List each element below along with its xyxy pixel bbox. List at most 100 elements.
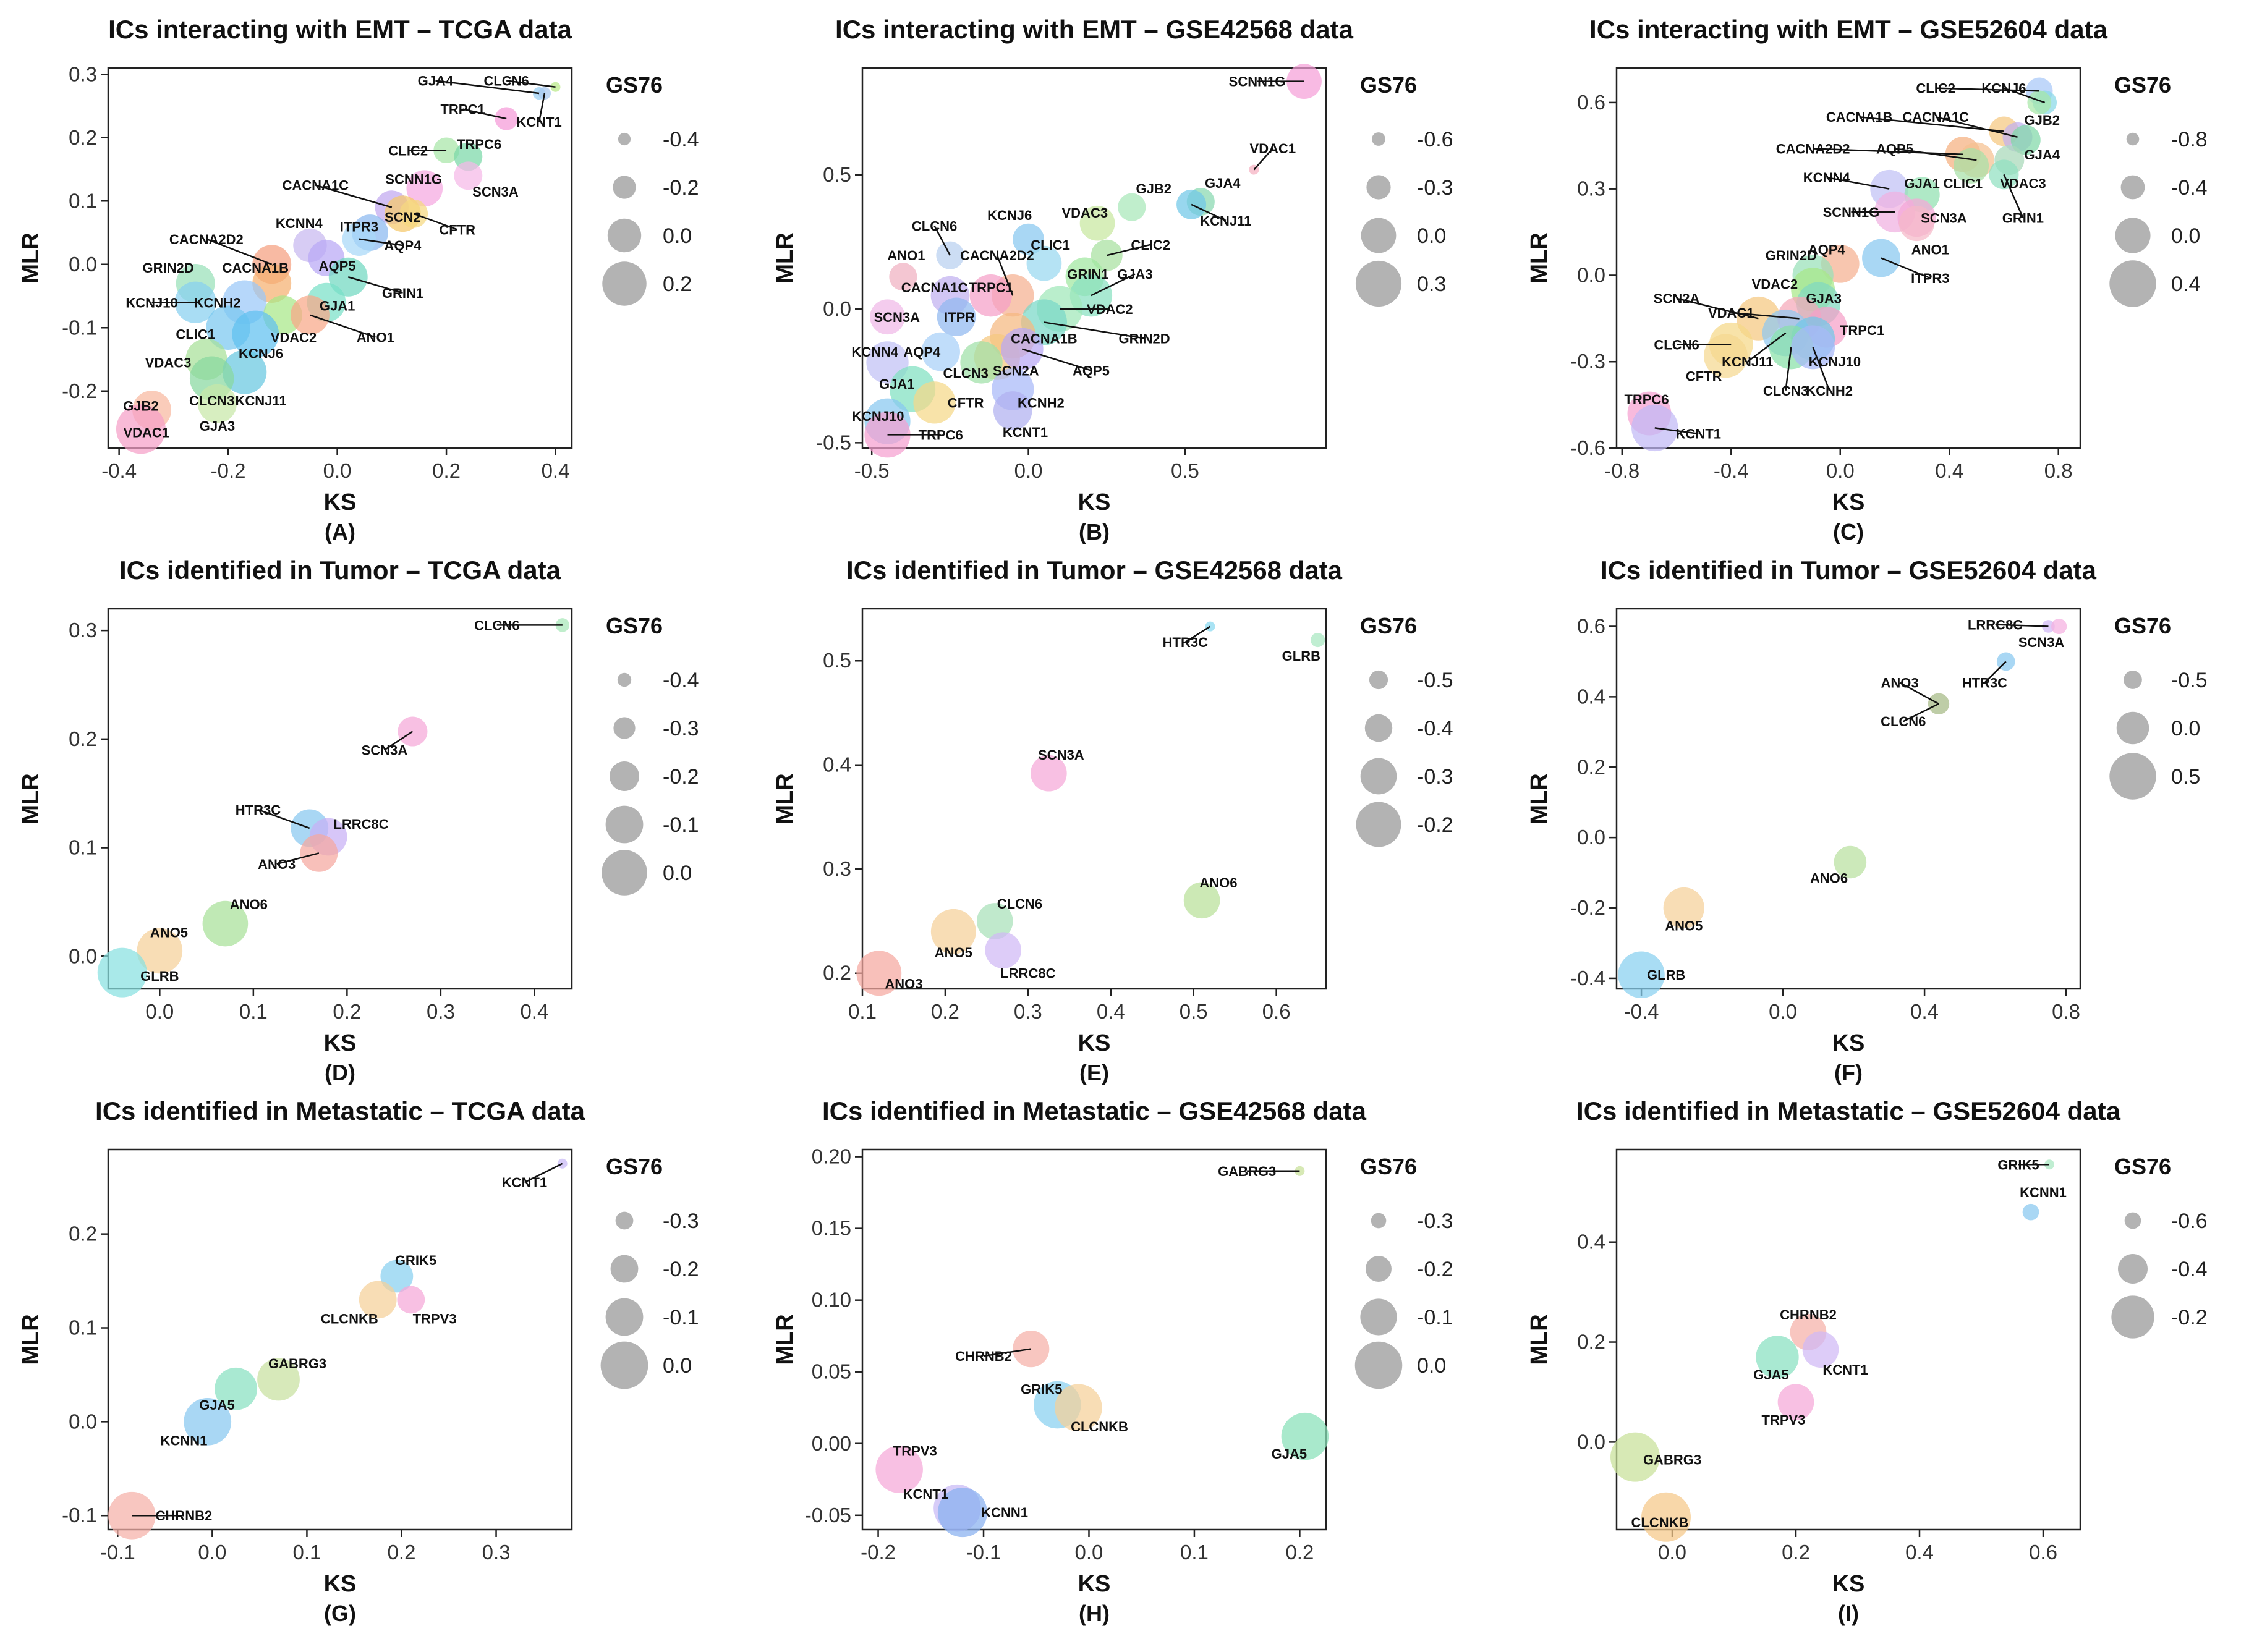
label-connector bbox=[1106, 244, 1151, 256]
legend-label: -0.2 bbox=[663, 765, 699, 789]
x-tick-label: 0.1 bbox=[848, 1000, 877, 1023]
data-point bbox=[1031, 755, 1067, 792]
panel-title: ICs identified in Tumor – GSE52604 data bbox=[1601, 556, 2097, 585]
label-connector bbox=[1044, 321, 1145, 339]
data-point bbox=[359, 1281, 397, 1319]
x-tick-label: -0.1 bbox=[100, 1541, 135, 1564]
panel-title: ICs interacting with EMT – GSE42568 data bbox=[835, 15, 1354, 44]
point-label: CLCN6 bbox=[912, 219, 957, 234]
label-connector bbox=[1826, 176, 1890, 190]
panel-i: ICs identified in Metastatic – GSE52604 … bbox=[1526, 1096, 2208, 1626]
legend-label: 0.0 bbox=[663, 862, 692, 885]
point-label: ANO6 bbox=[1810, 871, 1848, 886]
data-point bbox=[1898, 206, 1934, 242]
point-label: TRPC6 bbox=[919, 427, 963, 443]
legend-label: 0.5 bbox=[2171, 765, 2200, 789]
point-label: TRPC1 bbox=[969, 280, 1013, 295]
panel-title: ICs identified in Metastatic – TCGA data bbox=[95, 1096, 585, 1125]
legend-swatch bbox=[1366, 175, 1391, 200]
point-label: KCNJ11 bbox=[1722, 354, 1773, 370]
point-label: KCNT1 bbox=[903, 1486, 948, 1502]
y-tick-label: -0.1 bbox=[62, 1504, 97, 1527]
legend-swatch bbox=[2120, 175, 2145, 200]
plot-area bbox=[1615, 1148, 2081, 1531]
legend-label: 0.0 bbox=[1417, 224, 1446, 248]
y-tick-label: 0.00 bbox=[812, 1432, 851, 1455]
panel-sublabel: (G) bbox=[324, 1601, 356, 1626]
data-point bbox=[937, 1488, 987, 1538]
data-point bbox=[97, 947, 147, 998]
point-label: AQP4 bbox=[1808, 242, 1846, 258]
point-label: HTR3C bbox=[236, 802, 281, 818]
y-tick-label: -0.2 bbox=[1570, 896, 1605, 919]
y-tick-label: -0.05 bbox=[805, 1504, 851, 1527]
y-tick-label: 0.4 bbox=[823, 753, 851, 776]
point-label: KCNJ6 bbox=[1981, 81, 2026, 96]
data-point bbox=[1928, 693, 1950, 714]
y-tick-label: -0.5 bbox=[816, 431, 851, 454]
y-axis-label: MLR bbox=[18, 773, 44, 824]
label-connector bbox=[1091, 273, 1136, 297]
y-tick-label: 0.2 bbox=[69, 126, 97, 149]
point-label: TRPV3 bbox=[893, 1443, 937, 1459]
point-label: GRIN1 bbox=[2002, 210, 2044, 226]
label-connector bbox=[347, 276, 403, 294]
point-label: CACNA1C bbox=[1902, 109, 1969, 125]
data-point bbox=[184, 1397, 232, 1446]
point-label: GRIK5 bbox=[395, 1253, 436, 1268]
legend-label: -0.4 bbox=[663, 128, 699, 151]
point-label: GABRG3 bbox=[1643, 1452, 1701, 1468]
y-tick-label: 0.2 bbox=[1577, 755, 1605, 778]
point-label: GRIN2D bbox=[1119, 331, 1170, 346]
point-label: TRPV3 bbox=[1762, 1412, 1806, 1428]
point-label: KCNH2 bbox=[1018, 395, 1065, 410]
point-label: TRPC6 bbox=[1624, 392, 1669, 407]
label-connector bbox=[384, 731, 414, 751]
x-axis-label: KS bbox=[1078, 489, 1111, 515]
label-connector bbox=[506, 80, 556, 88]
y-tick-label: 0.5 bbox=[823, 649, 851, 672]
point-label: GABRG3 bbox=[1218, 1164, 1276, 1179]
data-point bbox=[2010, 125, 2041, 155]
y-tick-label: 0.5 bbox=[823, 163, 851, 186]
x-tick-label: -0.1 bbox=[966, 1541, 1001, 1564]
point-label: CFTR bbox=[1686, 369, 1722, 384]
point-label: ANO1 bbox=[357, 330, 394, 345]
x-tick-label: 0.2 bbox=[1285, 1541, 1314, 1564]
point-label: VDAC1 bbox=[1708, 305, 1754, 321]
point-label: SCNN1G bbox=[1229, 74, 1286, 90]
label-connector bbox=[1253, 148, 1273, 171]
point-label: SCN2A bbox=[1654, 291, 1700, 307]
legend-title: GS76 bbox=[1360, 1154, 1417, 1179]
legend-swatch bbox=[2115, 218, 2151, 253]
point-label: ITPR3 bbox=[340, 219, 378, 234]
panel-title: ICs identified in Metastatic – GSE52604 … bbox=[1576, 1096, 2121, 1125]
y-axis-label: MLR bbox=[772, 773, 798, 824]
data-point bbox=[2051, 618, 2067, 635]
point-label: GABRG3 bbox=[268, 1356, 326, 1371]
legend-swatch bbox=[610, 1255, 639, 1283]
y-tick-label: 0.3 bbox=[823, 857, 851, 880]
legend-swatch bbox=[2126, 132, 2140, 146]
point-label: HTR3C bbox=[1163, 635, 1208, 650]
point-label: CLCNKB bbox=[1071, 1419, 1128, 1434]
point-label: CHRNB2 bbox=[156, 1508, 213, 1523]
legend-title: GS76 bbox=[2114, 1154, 2171, 1179]
legend-label: -0.4 bbox=[2171, 176, 2208, 200]
x-tick-label: 0.2 bbox=[333, 1000, 361, 1023]
y-tick-label: 0.1 bbox=[69, 1316, 97, 1339]
panel-h: ICs identified in Metastatic – GSE42568 … bbox=[772, 1096, 1453, 1626]
label-connector bbox=[258, 808, 310, 829]
point-label: TRPC1 bbox=[1840, 323, 1884, 338]
panel-sublabel: (F) bbox=[1834, 1060, 1863, 1085]
point-label: CFTR bbox=[439, 222, 475, 237]
legend-swatch bbox=[1371, 1213, 1387, 1229]
point-label: GJA5 bbox=[1272, 1446, 1307, 1462]
point-label: TRPC1 bbox=[440, 102, 485, 117]
x-tick-label: -0.4 bbox=[1714, 459, 1749, 482]
legend-swatch bbox=[613, 176, 636, 199]
y-tick-label: 0.0 bbox=[1577, 826, 1605, 849]
label-connector bbox=[1894, 148, 1977, 161]
point-label: GJA4 bbox=[1205, 176, 1241, 191]
label-connector bbox=[1184, 625, 1211, 643]
